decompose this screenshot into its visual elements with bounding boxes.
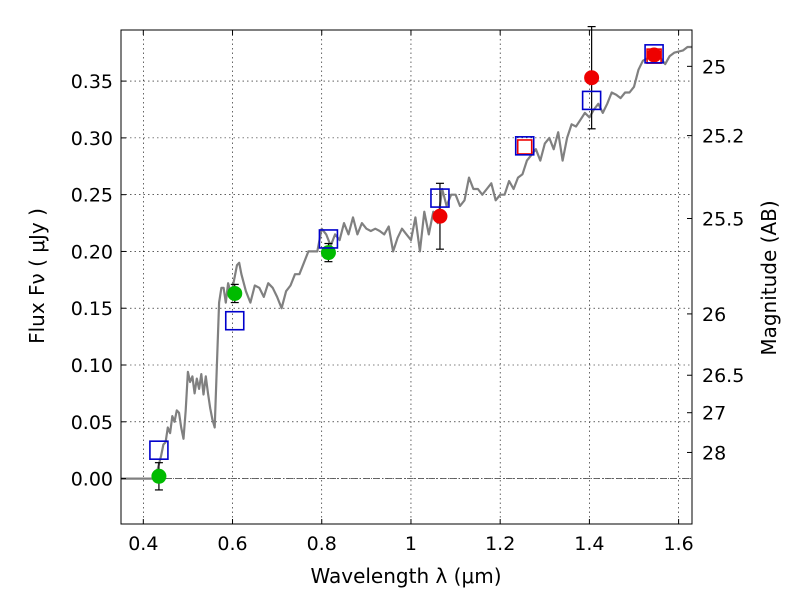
magnitude-tick-label: 25.2	[702, 126, 744, 148]
open-square-marker	[514, 136, 535, 156]
open-square-marker	[224, 310, 245, 331]
plot-frame	[120, 29, 693, 525]
open-square-marker	[149, 440, 169, 460]
model-spectrum	[121, 45, 692, 480]
open-square-marker	[516, 139, 533, 155]
data-markers	[149, 44, 664, 484]
magnitude-tick-label: 26	[702, 304, 726, 326]
data-point	[227, 285, 243, 301]
magnitude-tick-label: 25.5	[702, 209, 744, 231]
data-point	[320, 245, 336, 261]
data-point	[151, 468, 167, 484]
open-square-marker	[430, 188, 450, 208]
y-tick-label: 0.10	[71, 355, 113, 377]
open-square-marker	[644, 44, 664, 64]
y-tick-label: 0.25	[71, 185, 113, 207]
x-axis-label: Wavelength λ (μm)	[310, 564, 501, 588]
magnitude-tick-label: 26.5	[702, 365, 744, 387]
y-tick-label: 0.15	[71, 298, 113, 320]
y-axis-ticks: 0.00 0.05 0.10 0.15 0.20 0.25 0.30 0.35	[71, 71, 126, 491]
magnitude-tick-label: 27	[702, 403, 726, 425]
magnitude-axis-ticks: 25 25.2 25.5 26 26.5 27 28	[687, 56, 744, 464]
magnitude-tick-label: 28	[702, 442, 726, 464]
error-bars	[154, 25, 596, 491]
x-tick-label: 0.6	[217, 533, 247, 555]
x-tick-label: 0.4	[128, 533, 158, 555]
y-tick-label: 0.05	[71, 412, 113, 434]
x-tick-label: 1.2	[485, 533, 515, 555]
y-tick-label: 0.35	[71, 71, 113, 93]
x-tick-label: 1.6	[664, 533, 694, 555]
data-point	[646, 47, 662, 63]
x-tick-label: 1	[405, 533, 417, 555]
y-tick-label: 0.30	[71, 128, 113, 150]
open-square-marker	[581, 90, 602, 111]
x-tick-label: 0.8	[307, 533, 337, 555]
y-axis-label: Flux Fν ( μJy )	[25, 208, 49, 344]
magnitude-axis-label: Magnitude (AB)	[757, 200, 781, 355]
y-tick-label: 0.00	[71, 469, 113, 491]
open-square-marker	[318, 229, 339, 249]
data-point	[584, 70, 600, 86]
data-point	[432, 208, 448, 224]
y-tick-label: 0.20	[71, 241, 113, 263]
x-tick-label: 1.4	[574, 533, 604, 555]
magnitude-tick-label: 25	[702, 56, 726, 78]
spectrum-line	[121, 45, 692, 480]
x-axis-ticks: 0.4 0.6 0.8 1 1.2 1.4 1.6	[128, 30, 694, 555]
